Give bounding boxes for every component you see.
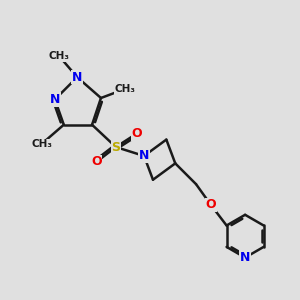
Text: CH₃: CH₃ xyxy=(31,139,52,149)
Text: CH₃: CH₃ xyxy=(49,51,70,62)
Text: O: O xyxy=(131,127,142,140)
Text: N: N xyxy=(139,149,149,162)
Text: S: S xyxy=(111,140,120,154)
Text: O: O xyxy=(91,155,102,168)
Text: O: O xyxy=(206,199,216,212)
Text: N: N xyxy=(240,251,250,264)
Text: CH₃: CH₃ xyxy=(114,84,135,94)
Text: N: N xyxy=(72,71,83,84)
Text: N: N xyxy=(50,93,60,106)
